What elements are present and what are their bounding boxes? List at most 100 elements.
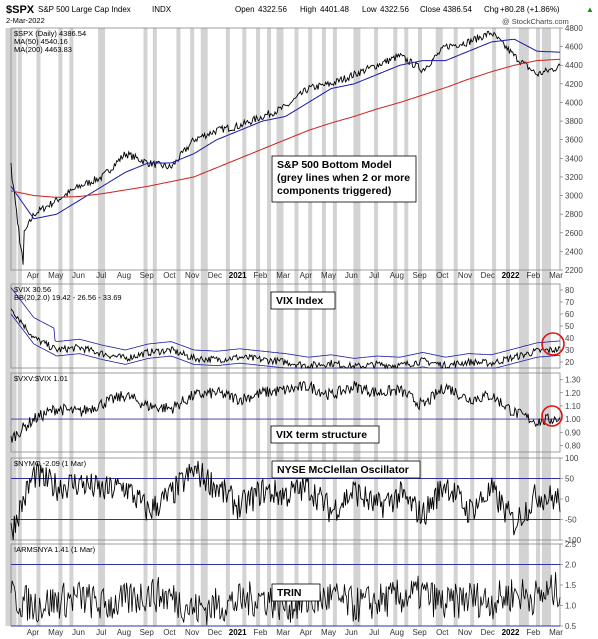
grey-band [418, 28, 423, 626]
x-tick-label: Mar [276, 271, 290, 280]
nymo-annotation-box [271, 460, 421, 479]
x-tick-label: Oct [163, 628, 176, 637]
legend-entry: $NYMO -2.09 (1 Mar) [14, 459, 87, 468]
grey-band [176, 28, 181, 626]
x-tick-label: Mar [549, 271, 563, 280]
x-tick-label: Apr [300, 271, 313, 280]
grey-bands [5, 28, 552, 626]
panels: 4800460044004200400038003600340032003000… [10, 24, 583, 631]
x-tick-label: 2021 [229, 628, 247, 637]
x-tick-label: Nov [458, 271, 472, 280]
x-tick-label: Dec [481, 271, 495, 280]
x-tick-label: Feb [253, 271, 267, 280]
x-tick-label: Nov [185, 271, 199, 280]
grey-band [225, 28, 230, 626]
spx-annotation-text: components triggered) [277, 185, 391, 197]
y-tick-label: 4600 [565, 43, 583, 52]
y-tick-label: 2600 [565, 229, 583, 238]
x-tick-label: Mar [549, 628, 563, 637]
x-tick-label: Jun [72, 628, 85, 637]
y-tick-label: 1.0 [565, 602, 577, 611]
grey-band [36, 28, 41, 626]
x-tick-label: Mar [276, 628, 290, 637]
grey-band [536, 28, 541, 626]
x-tick-label: Feb [526, 628, 540, 637]
low-label: Low [362, 5, 377, 14]
x-tick-label: Feb [526, 271, 540, 280]
trin-annotation-text: TRIN [277, 587, 302, 599]
legend-entry: MA(50) 4540.16 [14, 37, 68, 46]
chg-value: +80.28 (+1.86%) [500, 5, 560, 14]
legend-entry: $VXV:$VIX 1.01 [14, 374, 68, 383]
ma200-line [10, 58, 561, 198]
legend-entry: $VIX 30.56 [14, 285, 51, 294]
bb-lower-line [10, 313, 561, 369]
vxv-ratio-line [10, 380, 561, 443]
y-tick-label: 1.5 [565, 581, 577, 590]
x-tick-label: Sep [412, 271, 427, 280]
y-tick-label: 3400 [565, 154, 583, 163]
grey-band [332, 28, 337, 626]
y-tick-label: 2400 [565, 247, 583, 256]
grey-band [308, 28, 313, 626]
open-label: Open [235, 5, 255, 14]
grey-band [294, 28, 299, 626]
nymo-line [10, 460, 561, 541]
x-tick-label: Oct [436, 271, 449, 280]
x-tick-label: Dec [208, 271, 222, 280]
watermark: @ StockCharts.com [502, 17, 569, 26]
x-tick-label: Sep [140, 628, 155, 637]
highlight-circle [541, 332, 565, 356]
x-tick-label: 2021 [229, 271, 247, 280]
spx-price-line [10, 31, 561, 265]
grey-band [200, 28, 208, 626]
vxv-annotation-text: VIX term structure [276, 429, 367, 441]
y-tick-label: 50 [565, 322, 574, 331]
panel-frame-spx [10, 27, 561, 271]
nymo-annotation-text: NYSE McClellan Oscillator [277, 464, 409, 476]
legend-entry: $SPX (Daily) 4386.54 [14, 29, 86, 38]
x-tick-label: Dec [208, 628, 222, 637]
y-tick-label: 1.20 [565, 389, 581, 398]
grey-band [98, 28, 106, 626]
grey-band [58, 28, 63, 626]
grey-band [453, 28, 458, 626]
y-tick-label: 50 [565, 475, 574, 484]
grey-band [242, 28, 247, 626]
x-tick-label: May [48, 271, 63, 280]
spx-annotation-box [271, 155, 417, 203]
x-tick-label: Oct [436, 628, 449, 637]
y-tick-label: 4800 [565, 24, 583, 33]
y-tick-label: -100 [565, 536, 582, 545]
chg-label: Chg [484, 5, 499, 14]
bb-upper-line [10, 287, 561, 359]
y-tick-label: 2200 [565, 266, 583, 275]
grey-band [69, 28, 74, 626]
x-tick-label: Jul [96, 271, 106, 280]
x-tick-label: Dec [481, 628, 495, 637]
x-tick-label: Jul [96, 628, 106, 637]
y-tick-label: 1.30 [565, 376, 581, 385]
grey-band [505, 28, 510, 626]
x-tick-label: Feb [253, 628, 267, 637]
grey-band [518, 28, 529, 626]
y-tick-label: 2.5 [565, 540, 577, 549]
x-tick-label: Apr [27, 628, 40, 637]
y-tick-label: 1.10 [565, 402, 581, 411]
y-tick-label: 0 [565, 495, 570, 504]
vix-annotation-text: VIX Index [276, 295, 323, 307]
x-tick-label: 2022 [502, 628, 520, 637]
y-tick-label: 30 [565, 346, 574, 355]
x-tick-label: 2022 [502, 271, 520, 280]
y-tick-label: 4200 [565, 80, 583, 89]
grey-band [393, 28, 398, 626]
up-arrow-icon: ▲ [586, 5, 594, 14]
trin-annotation-box [271, 583, 321, 602]
x-tick-label: Oct [163, 271, 176, 280]
grey-band [321, 28, 326, 626]
grey-band [256, 28, 261, 626]
y-tick-label: 100 [565, 454, 579, 463]
y-tick-label: 3200 [565, 173, 583, 182]
x-tick-label: Aug [390, 271, 404, 280]
